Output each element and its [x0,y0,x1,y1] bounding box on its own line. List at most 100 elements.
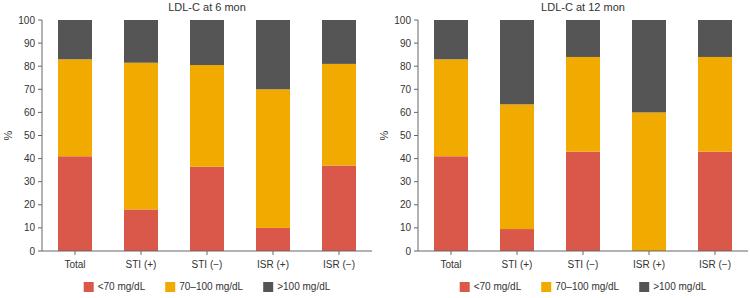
bar-segment [124,63,158,210]
y-tick-label: 90 [400,38,412,49]
x-tick [141,251,142,255]
y-tick-label: 90 [24,38,36,49]
legend-swatch [460,282,470,292]
y-tick [414,181,418,182]
x-tick [583,251,584,255]
y-tick-label: 10 [400,222,412,233]
title: LDL-C at 12 mon [541,1,625,13]
y-tick [38,204,42,205]
x-tick-label: STI (+) [502,259,533,270]
y-tick-label: 0 [405,246,411,257]
legend-label: <70 mg/dL [474,281,522,292]
bar-segment [190,65,224,167]
y-tick [38,112,42,113]
y-tick-label: 0 [29,246,35,257]
x-tick-label: STI (−) [192,259,223,270]
x-tick-label: ISR (+) [633,259,665,270]
y-tick-label: 10 [24,222,36,233]
title: LDL-C at 6 mon [168,1,246,13]
y-tick-label: 20 [24,199,36,210]
y-tick [38,158,42,159]
x-tick-label: ISR (−) [323,259,355,270]
y-tick [414,20,418,21]
chart: LDL-C at 12 mon%0102030405060708090100To… [378,1,748,292]
y-axis [418,20,419,251]
y-tick-label: 60 [400,107,412,118]
x-tick [649,251,650,255]
bar-segment [500,229,534,251]
bar-segment [698,57,732,152]
bar-segment [190,167,224,251]
bar-segment [322,166,356,251]
y-tick [38,251,42,252]
y-tick-label: 60 [24,107,36,118]
bar-segment [322,64,356,166]
legend: <70 mg/dL 70–100 mg/dL >100 mg/dL [84,281,331,292]
bar-segment [256,89,290,228]
y-tick-label: 100 [394,15,411,26]
y-label: % [378,130,390,140]
legend-label: >100 mg/dL [653,281,707,292]
bar-segment [322,20,356,64]
y-tick-label: 70 [24,84,36,95]
bar-segment [698,152,732,251]
bar-segment [58,156,92,251]
y-tick [38,181,42,182]
x-tick-label: STI (+) [126,259,157,270]
x-tick [339,251,340,255]
y-tick-label: 100 [18,15,35,26]
legend-swatch [639,282,649,292]
y-tick [38,43,42,44]
y-tick-label: 80 [400,61,412,72]
x-axis [42,251,372,252]
x-tick-label: STI (−) [568,259,599,270]
bar-segment [124,20,158,63]
y-tick [38,135,42,136]
y-tick [414,251,418,252]
x-tick [517,251,518,255]
y-tick-label: 40 [24,153,36,164]
y-tick [414,158,418,159]
y-tick-label: 30 [24,176,36,187]
legend-label: 70–100 mg/dL [555,281,619,292]
bar-segment [500,104,534,229]
x-axis [418,251,748,252]
bar-segment [434,20,468,59]
bar-segment [256,20,290,89]
y-tick-label: 50 [400,130,412,141]
bar-segment [434,59,468,156]
x-tick [451,251,452,255]
bar-segment [124,209,158,251]
x-tick-label: Total [64,259,85,270]
y-tick-label: 40 [400,153,412,164]
y-tick [414,227,418,228]
bar-segment [58,59,92,156]
bar-segment [256,228,290,251]
bar-segment [566,152,600,251]
legend-swatch [541,282,551,292]
legend-label: <70 mg/dL [98,281,146,292]
y-label: % [2,130,14,140]
legend-swatch [263,282,273,292]
legend-swatch [84,282,94,292]
y-tick [414,204,418,205]
bar-segment [632,20,666,112]
x-tick-label: ISR (+) [257,259,289,270]
bar-segment [190,20,224,65]
bar-segment [566,57,600,152]
y-tick [38,227,42,228]
y-tick-label: 20 [400,199,412,210]
figure: LDL-C at 6 mon%0102030405060708090100Tot… [0,0,750,298]
bars [58,20,356,251]
x-tick-label: ISR (−) [699,259,731,270]
y-tick [414,89,418,90]
bar-segment [500,20,534,104]
y-tick-label: 70 [400,84,412,95]
y-tick [38,20,42,21]
x-tick [273,251,274,255]
y-tick-label: 30 [400,176,412,187]
legend-label: 70–100 mg/dL [179,281,243,292]
y-tick-label: 50 [24,130,36,141]
y-tick [414,66,418,67]
legend-label: >100 mg/dL [277,281,331,292]
